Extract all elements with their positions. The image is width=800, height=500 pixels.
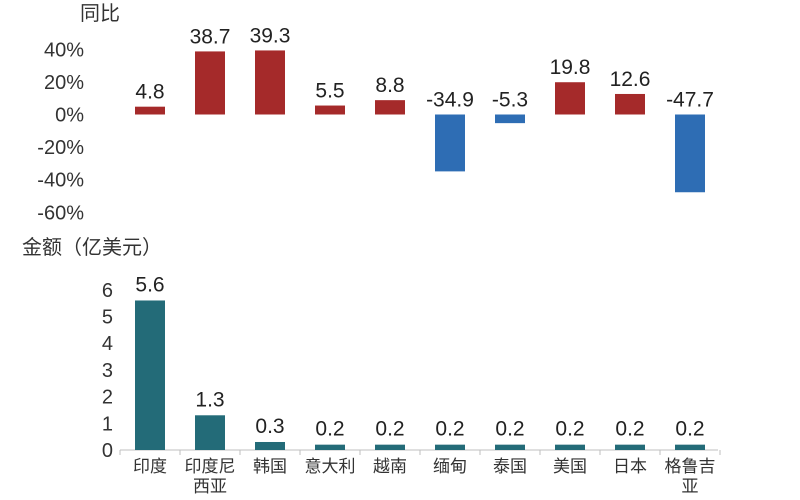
category-label: 泰国	[493, 457, 527, 477]
bottom-bar	[435, 444, 465, 450]
category-label: 缅甸	[433, 457, 467, 477]
bottom-ytick-label: 4	[102, 333, 113, 355]
top-bar	[195, 51, 225, 115]
bottom-ytick-label: 0	[102, 440, 113, 462]
top-bar	[615, 93, 645, 115]
bottom-bar	[195, 415, 225, 450]
bottom-ytick-label: 1	[102, 413, 113, 435]
bottom-data-label: 0.2	[375, 418, 404, 441]
top-ytick-label: -60%	[37, 202, 84, 224]
top-ytick-label: 20%	[44, 72, 84, 94]
top-ytick-label: -20%	[37, 137, 84, 159]
bottom-ytick-label: 6	[102, 280, 113, 302]
top-data-label: -5.3	[492, 89, 528, 112]
top-data-label: 12.6	[610, 68, 651, 91]
bottom-data-label: 0.2	[315, 418, 344, 441]
category-label: 印度尼	[185, 457, 236, 477]
bottom-bar	[555, 444, 585, 450]
top-bar	[435, 114, 465, 172]
bottom-ytick-label: 5	[102, 307, 113, 329]
bottom-data-label: 0.2	[675, 418, 704, 441]
top-ytick-label: 0%	[55, 105, 84, 127]
top-data-label: -47.7	[666, 89, 714, 112]
bottom-chart-ylabel: 金额（亿美元）	[22, 235, 162, 259]
bottom-data-label: 0.2	[555, 418, 584, 441]
top-data-label: 39.3	[250, 24, 291, 47]
category-label: 日本	[613, 457, 647, 477]
top-data-label: -34.9	[426, 89, 474, 112]
category-label: 西亚	[193, 477, 227, 497]
bottom-bar	[135, 300, 165, 450]
bottom-ytick-label: 3	[102, 360, 113, 382]
top-bar	[675, 114, 705, 193]
top-bar	[495, 114, 525, 124]
category-label: 美国	[553, 457, 587, 477]
top-chart-ylabel: 同比	[80, 1, 120, 25]
category-label: 韩国	[253, 457, 287, 477]
top-bar	[315, 105, 345, 115]
bottom-bar	[495, 444, 525, 450]
top-data-label: 5.5	[315, 80, 344, 103]
bottom-data-label: 0.2	[495, 418, 524, 441]
category-label: 意大利	[305, 457, 356, 477]
category-label: 印度	[133, 457, 167, 477]
bottom-data-label: 0.2	[615, 418, 644, 441]
top-bar	[255, 50, 285, 115]
top-bar	[375, 100, 405, 115]
category-label: 越南	[373, 457, 407, 477]
bottom-data-label: 5.6	[135, 273, 164, 296]
top-ytick-label: 40%	[44, 39, 84, 61]
bottom-bar	[255, 441, 285, 450]
top-bar	[555, 82, 585, 115]
bottom-data-label: 1.3	[195, 388, 224, 411]
bottom-bar	[315, 444, 345, 450]
top-data-label: 19.8	[550, 56, 591, 79]
category-label: 亚	[682, 477, 699, 497]
top-data-label: 4.8	[135, 81, 164, 104]
bottom-bar	[375, 444, 405, 450]
top-ytick-label: -40%	[37, 170, 84, 192]
bottom-bar	[615, 444, 645, 450]
top-data-label: 8.8	[375, 74, 404, 97]
bottom-data-label: 0.3	[255, 415, 284, 438]
bottom-ytick-label: 2	[102, 387, 113, 409]
top-data-label: 38.7	[190, 25, 231, 48]
bottom-data-label: 0.2	[435, 418, 464, 441]
category-label: 格鲁吉	[665, 457, 716, 477]
bottom-bar	[675, 444, 705, 450]
top-bar	[135, 106, 165, 115]
